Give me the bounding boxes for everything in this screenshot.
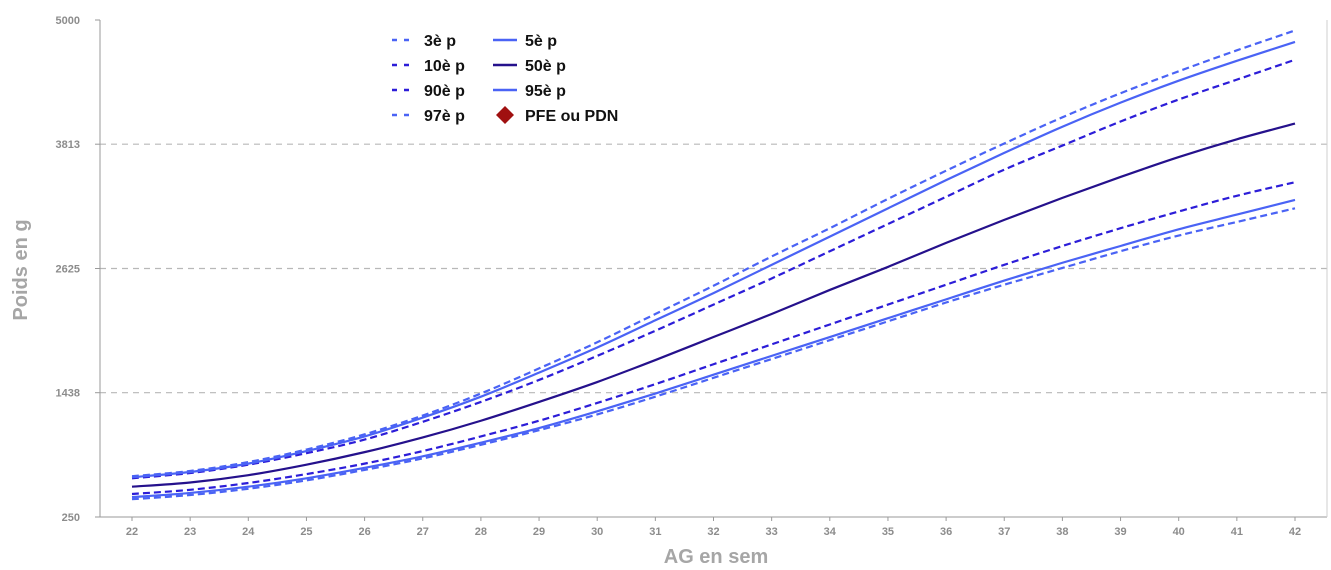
series-line-90-p [131, 58, 1296, 480]
legend-label: 97è p [424, 108, 465, 125]
x-tick-label: 31 [649, 526, 661, 538]
x-tick-label: 37 [998, 526, 1010, 538]
series-line-95-p [131, 40, 1296, 479]
legend-item: 97è p [392, 108, 465, 125]
y-axis-title: Poids en g [10, 219, 32, 320]
x-tick-label: 42 [1289, 526, 1301, 538]
legend-label: 10è p [424, 58, 465, 75]
legend-diamond-marker [496, 106, 514, 124]
x-tick-label: 33 [766, 526, 778, 538]
x-tick-label: 32 [707, 526, 719, 538]
y-tick-label: 5000 [56, 15, 80, 27]
x-tick-label: 30 [591, 526, 603, 538]
x-tick-label: 24 [242, 526, 255, 538]
x-tick-label: 28 [475, 526, 487, 538]
x-tick-label: 38 [1056, 526, 1068, 538]
legend-item: 10è p [392, 58, 465, 75]
y-tick-label: 3813 [56, 139, 80, 151]
x-tick-label: 41 [1231, 526, 1243, 538]
series-line-50-p [131, 122, 1296, 488]
x-tick-label: 22 [126, 526, 138, 538]
legend-label: 3è p [424, 33, 456, 50]
x-tick-label: 27 [417, 526, 429, 538]
series-layer [131, 29, 1296, 501]
legend-item: 95è p [493, 83, 566, 100]
x-tick-label: 35 [882, 526, 894, 538]
legend-label: 95è p [525, 83, 566, 100]
y-tick-label: 2625 [56, 264, 80, 276]
legend-item: PFE ou PDN [496, 106, 618, 125]
legend: 3è p 5è p 10è p 50è p 90è p 95è p 97è p PFE ou … [392, 33, 618, 125]
x-tick-label: 26 [358, 526, 370, 538]
x-tick-label: 39 [1114, 526, 1126, 538]
series-line-3-p [131, 207, 1296, 501]
x-tick-label: 34 [824, 526, 837, 538]
x-tick-label: 29 [533, 526, 545, 538]
series-line-10-p [131, 181, 1296, 496]
legend-label: 5è p [525, 33, 557, 50]
x-tick-label: 36 [940, 526, 952, 538]
legend-label: 50è p [525, 58, 566, 75]
y-tick-label: 1438 [56, 388, 80, 400]
legend-item: 50è p [493, 58, 566, 75]
x-tick-label: 23 [184, 526, 196, 538]
x-tick-label: 40 [1173, 526, 1185, 538]
legend-item: 3è p [392, 33, 456, 50]
legend-label: 90è p [424, 83, 465, 100]
legend-label: PFE ou PDN [525, 108, 618, 125]
tick-layer: 250 1438 2625 3813 5000 22 23 24 25 26 27 28 29 30 31 3… [56, 15, 1302, 538]
x-tick-label: 25 [300, 526, 312, 538]
series-line-97-p [131, 29, 1296, 478]
legend-item: 90è p [392, 83, 465, 100]
grid-layer [100, 143, 1327, 394]
series-line-5-p [131, 198, 1296, 499]
y-tick-label: 250 [62, 512, 80, 524]
x-axis-title: AG en sem [664, 546, 768, 568]
legend-item: 5è p [493, 33, 557, 50]
